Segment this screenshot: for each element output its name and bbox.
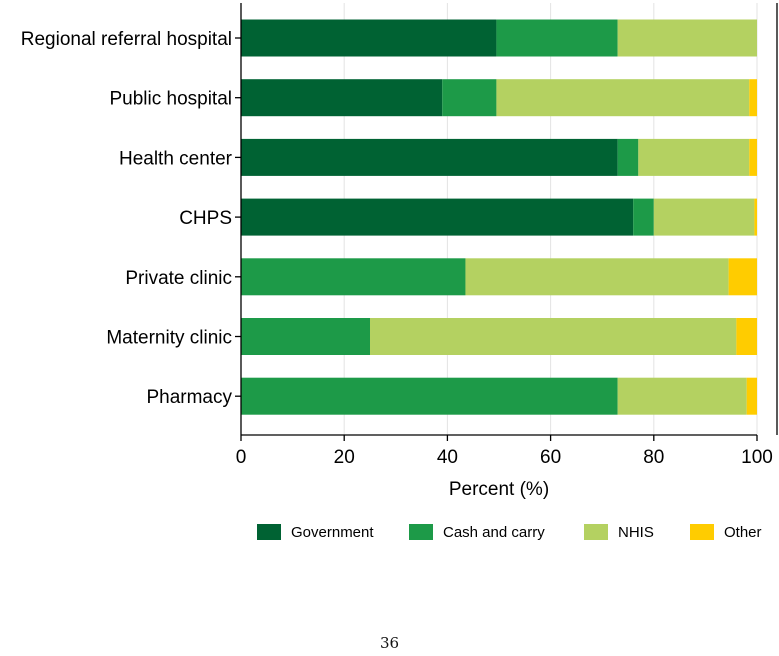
bar-government: [241, 19, 497, 57]
bar-cash-and-carry: [442, 79, 497, 117]
category-label: Regional referral hospital: [21, 29, 232, 50]
category-label: Public hospital: [109, 89, 232, 110]
bar-cash-and-carry: [241, 377, 618, 415]
x-tick-label: 80: [643, 447, 664, 468]
legend-label-nhis: NHIS: [618, 524, 654, 541]
x-axis-title: Percent (%): [449, 479, 549, 500]
bar-other: [736, 318, 757, 355]
legend-swatch-other: [690, 524, 714, 540]
stacked-bar-chart: Regional referral hospital Public hospita…: [21, 3, 778, 541]
axes: [235, 3, 778, 441]
category-labels: Regional referral hospital Public hospita…: [21, 29, 233, 408]
legend-swatch-government: [257, 524, 281, 540]
bar-other: [749, 79, 757, 117]
x-tick-label: 0: [236, 447, 247, 468]
bar-cash-and-carry: [617, 138, 639, 176]
x-tick-label: 20: [334, 447, 355, 468]
legend-label-cash-and-carry: Cash and carry: [443, 524, 545, 541]
bar-nhis: [465, 258, 729, 296]
bar-cash-and-carry: [633, 198, 654, 236]
bar-nhis: [638, 138, 750, 176]
category-label: Pharmacy: [146, 387, 232, 408]
bar-cash-and-carry: [241, 258, 466, 296]
bar-other: [754, 198, 757, 236]
legend-swatch-nhis: [584, 524, 608, 540]
x-tick-labels: 0 20 40 60 80 100: [236, 447, 773, 468]
x-tick-label: 100: [741, 447, 773, 468]
bar-nhis: [653, 198, 755, 236]
x-tick-label: 60: [540, 447, 561, 468]
category-label: Health center: [119, 148, 233, 169]
bar-nhis: [617, 377, 747, 415]
bar-other: [749, 138, 757, 176]
bar-government: [241, 138, 618, 176]
legend-label-government: Government: [291, 524, 374, 541]
category-label: Maternity clinic: [106, 328, 232, 349]
bar-cash-and-carry: [241, 318, 370, 355]
bars: [241, 19, 757, 415]
category-label: Private clinic: [125, 268, 232, 289]
legend: Government Cash and carry NHIS Other: [257, 524, 762, 541]
legend-label-other: Other: [724, 524, 762, 541]
x-tick-label: 40: [437, 447, 458, 468]
bar-government: [241, 198, 634, 236]
bar-cash-and-carry: [496, 19, 618, 57]
category-label: CHPS: [179, 208, 232, 229]
bar-government: [241, 79, 443, 117]
legend-swatch-cash-and-carry: [409, 524, 433, 540]
bar-nhis: [496, 79, 750, 117]
bar-other: [746, 377, 757, 415]
bar-nhis: [617, 19, 757, 57]
page-number: 36: [379, 634, 400, 652]
bar-other: [728, 258, 757, 296]
bar-nhis: [370, 318, 737, 355]
